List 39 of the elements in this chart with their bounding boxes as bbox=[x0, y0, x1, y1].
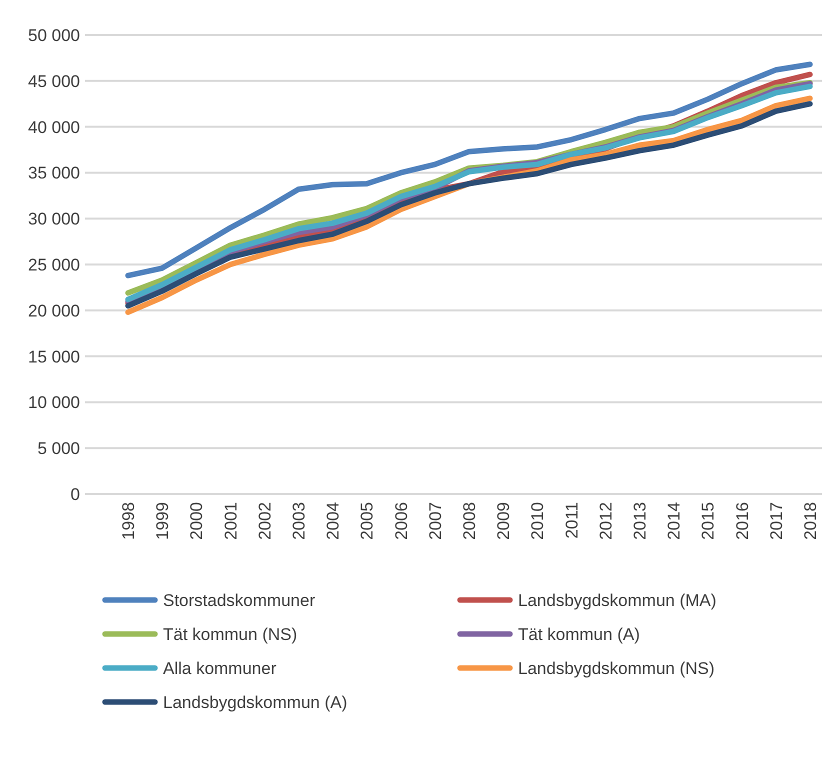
y-tick-label: 20 000 bbox=[28, 301, 80, 320]
y-tick-label: 40 000 bbox=[28, 118, 80, 137]
legend-label: Landsbygdskommun (MA) bbox=[518, 590, 716, 610]
y-tick-label: 25 000 bbox=[28, 255, 80, 274]
x-tick-label: 2018 bbox=[801, 502, 820, 540]
x-tick-label: 2003 bbox=[290, 502, 308, 540]
y-tick-label: 50 000 bbox=[28, 26, 80, 45]
y-tick-label: 45 000 bbox=[28, 72, 80, 91]
x-tick-label: 2000 bbox=[187, 502, 206, 540]
legend-label: Landsbygdskommun (A) bbox=[163, 692, 348, 712]
x-tick-label: 2008 bbox=[460, 502, 479, 540]
x-tick-label: 2005 bbox=[358, 502, 377, 540]
y-tick-label: 0 bbox=[70, 484, 80, 504]
legend-label: Landsbygdskommun (NS) bbox=[518, 658, 715, 678]
x-tick-label: 2012 bbox=[596, 502, 616, 540]
x-tick-label: 2011 bbox=[562, 502, 582, 539]
legend-label: Alla kommuner bbox=[163, 658, 277, 678]
x-tick-label: 1998 bbox=[119, 502, 138, 540]
legend-label: Tät kommun (A) bbox=[518, 624, 640, 644]
x-tick-label: 2017 bbox=[766, 502, 786, 540]
x-tick-label: 2002 bbox=[255, 502, 274, 540]
x-tick-label: 2004 bbox=[324, 502, 343, 540]
x-tick-label: 2007 bbox=[426, 502, 445, 540]
x-tick-label: 2013 bbox=[630, 502, 650, 540]
x-tick-label: 2009 bbox=[494, 502, 514, 540]
y-tick-label: 35 000 bbox=[28, 164, 80, 183]
x-tick-label: 2016 bbox=[732, 502, 752, 540]
legend-label: Storstadskommuner bbox=[163, 590, 316, 610]
x-tick-label: 1999 bbox=[153, 502, 172, 540]
x-tick-label: 2010 bbox=[528, 502, 548, 540]
x-tick-label: 2015 bbox=[698, 502, 718, 540]
x-tick-label: 2006 bbox=[392, 502, 411, 540]
y-tick-label: 15 000 bbox=[28, 347, 80, 366]
y-tick-label: 10 000 bbox=[28, 393, 80, 412]
y-tick-label: 30 000 bbox=[28, 210, 80, 229]
y-tick-label: 5 000 bbox=[37, 439, 80, 458]
x-tick-label: 2014 bbox=[664, 502, 684, 540]
x-tick-label: 2001 bbox=[221, 502, 240, 540]
legend-label: Tät kommun (NS) bbox=[163, 624, 298, 644]
